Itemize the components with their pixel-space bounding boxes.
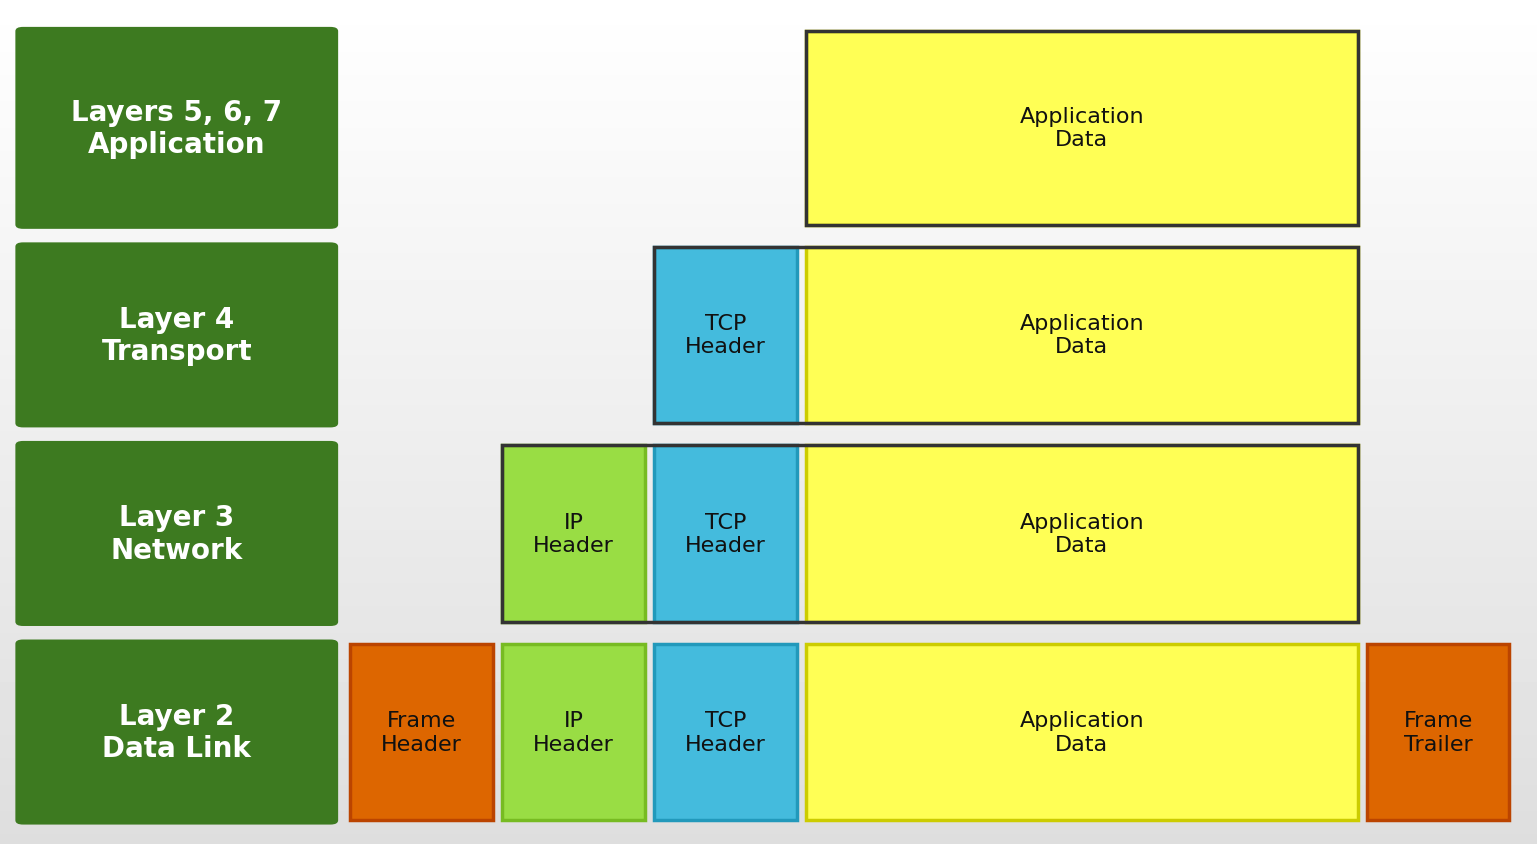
Text: TCP
Header: TCP Header [686,314,765,357]
Bar [350,644,493,820]
Text: Application
Data: Application Data [1019,107,1144,150]
Bar [805,32,1357,225]
Bar [805,644,1357,820]
Bar [503,446,1357,622]
Bar [655,644,796,820]
Bar [655,247,1357,424]
Text: Application
Data: Application Data [1019,711,1144,754]
Bar [655,247,796,424]
FancyBboxPatch shape [15,243,338,428]
Text: Application
Data: Application Data [1019,512,1144,555]
FancyBboxPatch shape [15,28,338,230]
Text: Layers 5, 6, 7
Application: Layers 5, 6, 7 Application [71,99,283,159]
Text: Application
Data: Application Data [1019,314,1144,357]
Bar [503,446,646,622]
FancyBboxPatch shape [15,640,338,825]
Text: Layer 4
Transport: Layer 4 Transport [101,306,252,365]
Text: Frame
Trailer: Frame Trailer [1403,711,1472,754]
Text: IP
Header: IP Header [533,512,613,555]
Text: TCP
Header: TCP Header [686,512,765,555]
Text: IP
Header: IP Header [533,711,613,754]
Bar [805,446,1357,622]
Bar [655,446,796,622]
Bar [503,644,646,820]
Bar [805,32,1357,225]
FancyBboxPatch shape [15,441,338,626]
Bar [1366,644,1509,820]
Text: Frame
Header: Frame Header [381,711,463,754]
Text: Layer 2
Data Link: Layer 2 Data Link [103,702,251,762]
Bar [805,247,1357,424]
Text: TCP
Header: TCP Header [686,711,765,754]
Text: Layer 3
Network: Layer 3 Network [111,504,243,564]
